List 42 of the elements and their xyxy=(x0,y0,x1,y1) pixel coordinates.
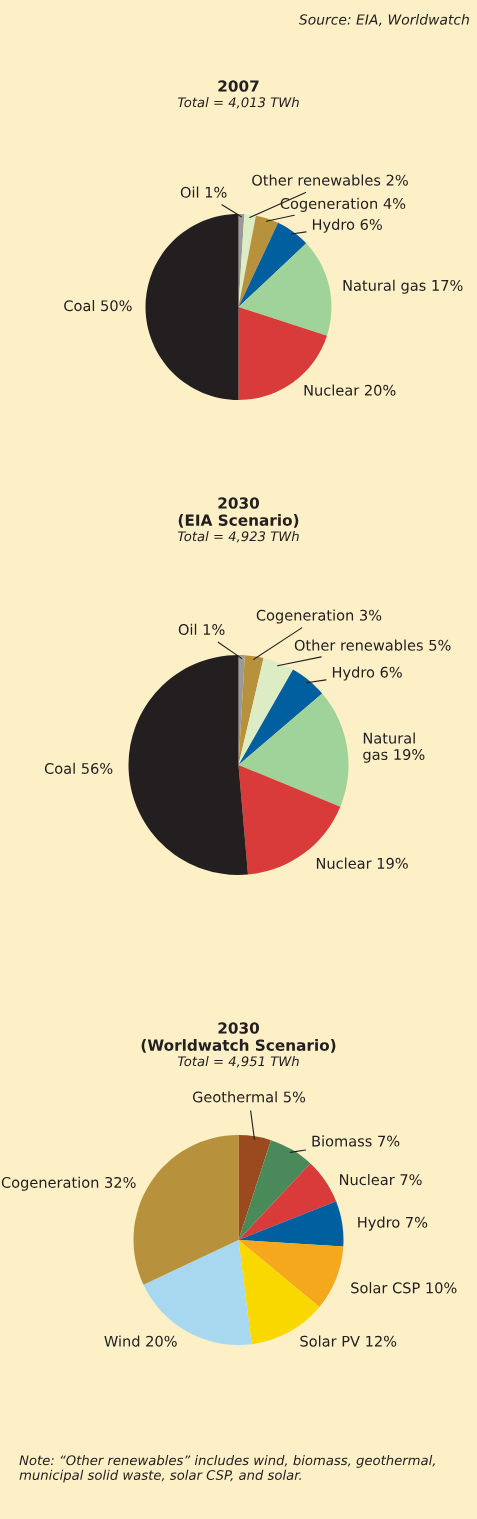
slice-label: Hydro 7% xyxy=(358,1216,428,1231)
slice-label: Cogeneration 3% xyxy=(256,609,382,624)
slice-label: Other renewables 2% xyxy=(252,174,408,186)
pie-slice xyxy=(143,1240,252,1345)
slice-label: Cogeneration 32% xyxy=(1,1176,136,1191)
chart-title: 2030 (EIA Scenario) xyxy=(178,497,299,528)
source-note: Source: EIA, Worldwatch xyxy=(298,14,469,27)
pie-slice xyxy=(238,1201,344,1247)
chart-subtitle: Total = 4,013 TWh xyxy=(177,97,299,109)
pie-slice xyxy=(238,1163,337,1240)
slice-label: Coal 56% xyxy=(44,762,113,774)
pie-slice xyxy=(238,222,307,307)
slice-label: Oil 1% xyxy=(178,623,225,636)
pie-slice xyxy=(238,215,279,307)
slice-label: Geothermal 5% xyxy=(192,1091,306,1103)
slice-label: Wind 20% xyxy=(104,1335,177,1347)
pie-slice xyxy=(238,657,294,765)
slice-label: Oil 1% xyxy=(180,186,227,198)
slice-label: Natural gas 17% xyxy=(343,279,463,294)
slice-label: Coal 50% xyxy=(64,299,132,312)
slice-label: Cogeneration 4% xyxy=(280,197,406,212)
pie-slice xyxy=(238,1140,311,1240)
chart-subtitle: Total = 4,951 TWh xyxy=(177,1056,299,1068)
slice-label: Nuclear 7% xyxy=(340,1173,422,1186)
pie-slice xyxy=(238,693,349,807)
slice-label: Nuclear 20% xyxy=(304,384,396,396)
chart-subtitle: Total = 4,923 TWh xyxy=(177,531,299,543)
slice-label: Solar CSP 10% xyxy=(351,1282,457,1294)
slice-label: Hydro 6% xyxy=(312,218,382,233)
pie-slice xyxy=(238,669,323,765)
text: Note: “Other renewables” includes wind, biomass, geothermal, municipal solid waste, solar CSP, and solar. xyxy=(19,1455,435,1483)
slice-label: Hydro 6% xyxy=(332,666,402,681)
slice-label: Other renewables 5% xyxy=(294,639,451,651)
slice-label: Natural gas 19% xyxy=(363,732,425,763)
slice-label: Nuclear 19% xyxy=(316,857,408,869)
slice-label: Biomass 7% xyxy=(312,1135,400,1147)
chart-title: 2030 (Worldwatch Scenario) xyxy=(141,1022,336,1053)
chart-title: 2007 xyxy=(218,80,259,92)
slice-label: Solar PV 12% xyxy=(300,1335,397,1347)
pie-slice xyxy=(238,1240,344,1307)
pie-slice xyxy=(238,1135,271,1240)
pie-slice xyxy=(238,243,332,336)
